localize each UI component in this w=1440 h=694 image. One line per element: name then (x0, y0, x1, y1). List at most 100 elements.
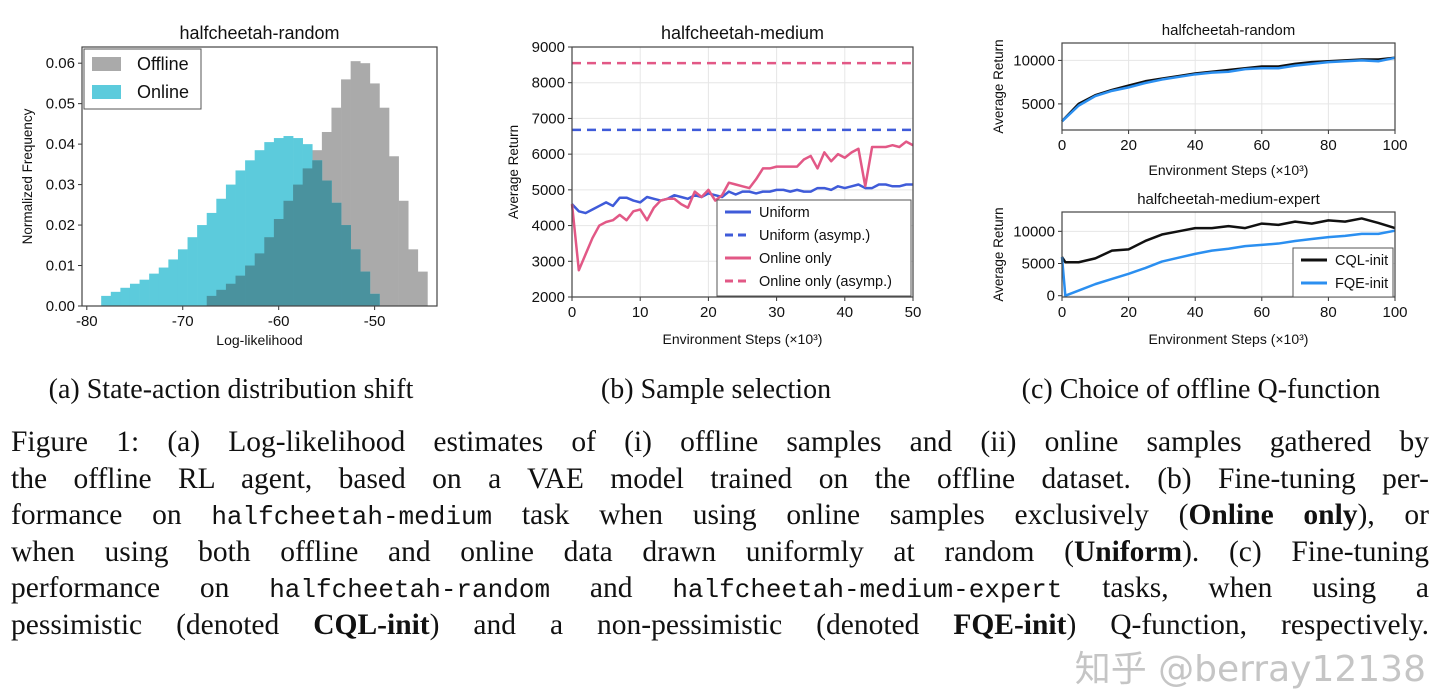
bar-overlap (264, 237, 275, 306)
caption-code: halfcheetah-medium (211, 502, 493, 532)
bar-overlap (283, 200, 294, 306)
bar-online (245, 160, 256, 306)
chart-title: halfcheetah-medium-expert (1137, 191, 1320, 208)
y-tick-label: 0.02 (46, 217, 75, 234)
bar-online (264, 142, 275, 306)
bar-overlap (350, 249, 361, 306)
y-tick-label: 3000 (532, 253, 565, 270)
y-axis-label: Average Return (991, 39, 1006, 133)
y-tick-label: 8000 (532, 75, 565, 92)
x-tick-label: 20 (1120, 304, 1137, 321)
bar-offline (360, 63, 371, 306)
bar-overlap (331, 202, 342, 306)
series-line (1060, 229, 1396, 297)
y-tick-label: 0.03 (46, 177, 75, 194)
bar-online (254, 150, 265, 306)
bar-offline (408, 249, 419, 306)
caption-text: task when using online samples exclusive… (492, 499, 1189, 531)
x-tick-label: 0 (568, 304, 576, 321)
x-tick-label: -60 (268, 313, 290, 330)
bar-online (197, 225, 208, 306)
x-tick-label: 40 (1187, 137, 1204, 154)
legend-label: Online only (759, 251, 832, 267)
caption-code: halfcheetah-medium-expert (672, 575, 1063, 605)
y-tick-label: 6000 (532, 146, 565, 163)
bar-overlap (293, 184, 303, 306)
y-tick-label: 5000 (1022, 96, 1055, 113)
x-axis-label: Environment Steps (×10³) (663, 331, 823, 347)
caption-bold: Online only (1188, 499, 1358, 531)
bar-online (149, 273, 160, 306)
caption-text: pessimistic (denoted (11, 608, 314, 641)
series-line (1061, 56, 1396, 123)
legend: Offline Online (83, 48, 202, 110)
bar-overlap (254, 253, 265, 306)
caption-line: Figure 1: (a) Log-likelihood estimates o… (11, 424, 1429, 461)
plot-frame (81, 46, 438, 307)
y-tick-label: 0.00 (46, 298, 75, 315)
caption-line: pessimistic (denoted CQL-init) and a non… (11, 607, 1429, 644)
chart-title: halfcheetah-medium (661, 23, 824, 43)
bar-offline (417, 271, 428, 306)
x-tick-label: 80 (1320, 137, 1337, 154)
caption-text: the offline RL agent, based on a VAE mod… (11, 462, 1429, 495)
caption-bold: FQE-init (953, 608, 1067, 641)
caption-line: formance on halfcheetah-medium task when… (11, 497, 1429, 534)
chart-2: 0 20 40 60 80 100 5000 10000 halfcheetah-random E… (991, 22, 1408, 178)
legend-swatch (92, 85, 121, 99)
bar-overlap (245, 265, 256, 306)
x-tick-label: -80 (76, 313, 98, 330)
figure-panels: -80 -70 -60 -50 0.00 0.01 0.02 0.03 0.04 0.05 0.06… (20, 22, 1408, 348)
x-tick-label: -50 (364, 313, 386, 330)
legend-label: Offline (137, 54, 189, 74)
bar-online (225, 184, 236, 306)
bar-online (235, 170, 246, 306)
x-tick-label: 0 (1058, 304, 1066, 321)
plot-frame (571, 46, 914, 298)
bar-offline (341, 79, 351, 306)
bar-online (216, 198, 227, 306)
caption-line: performance on halfcheetah-random and ha… (11, 570, 1429, 607)
subcaption-b: (b) Sample selection (600, 374, 832, 405)
bar-online (120, 287, 131, 306)
x-tick-label: 0 (1058, 137, 1066, 154)
series-line (1061, 56, 1396, 123)
chart-title: halfcheetah-random (1162, 22, 1295, 39)
bar-online (168, 259, 179, 306)
bar-offline (398, 200, 409, 306)
bar-online (101, 295, 112, 306)
caption-code: halfcheetah-random (269, 575, 551, 605)
subcaption-c: (c) Choice of offline Q-function (1021, 374, 1381, 405)
y-tick-label: 0.06 (46, 55, 75, 72)
caption-text: ), or (1357, 499, 1429, 531)
x-tick-label: 100 (1382, 304, 1407, 321)
bar-overlap (369, 293, 380, 306)
watermark: 知乎 @berray12138 (1074, 649, 1426, 690)
caption-text: Figure 1: (a) Log-likelihood estimates o… (11, 426, 1429, 458)
bar-overlap (206, 295, 217, 306)
bar-overlap (321, 180, 332, 306)
caption-bold: Uniform (1073, 535, 1183, 568)
caption-text: formance on (11, 499, 212, 531)
x-axis-label: Log-likelihood (216, 332, 302, 348)
legend-box (1292, 247, 1394, 298)
legend: CQL-init FQE-init (1292, 247, 1394, 298)
y-tick-label: 5000 (532, 182, 565, 199)
x-tick-label: 50 (905, 304, 922, 321)
y-tick-label: 10000 (1013, 223, 1055, 240)
y-tick-label: 9000 (532, 39, 565, 56)
legend-label: Online (137, 82, 189, 102)
x-tick-label: 20 (1120, 137, 1137, 154)
bar-overlap (341, 225, 351, 306)
bar-offline (379, 107, 390, 306)
bar-overlap (235, 275, 246, 306)
x-tick-label: -70 (172, 313, 194, 330)
y-tick-label: 2000 (532, 289, 565, 306)
y-axis-label: Average Return (506, 125, 521, 219)
y-tick-label: 10000 (1013, 52, 1055, 69)
figure-caption: Figure 1: (a) Log-likelihood estimates o… (11, 424, 1429, 643)
legend-label: Uniform (759, 205, 810, 221)
y-tick-label: 5000 (1022, 256, 1055, 273)
legend-box (716, 199, 912, 297)
y-axis-label: Average Return (991, 207, 1006, 301)
